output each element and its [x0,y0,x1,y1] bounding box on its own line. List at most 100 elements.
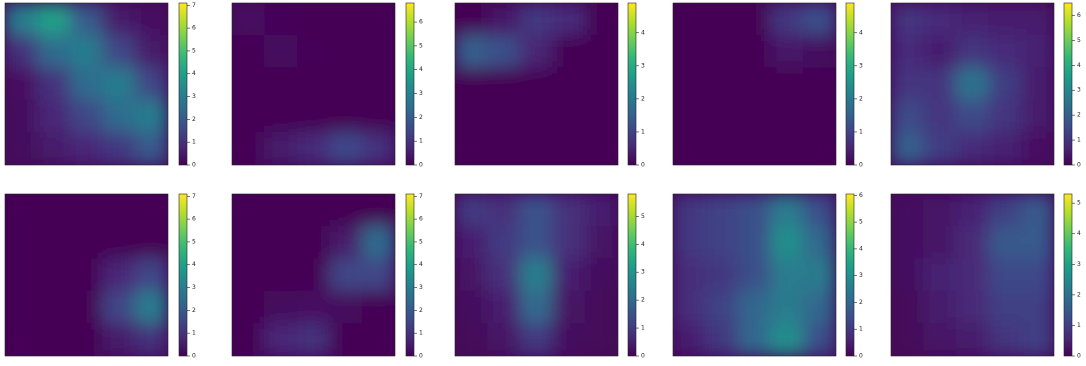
panel-frame [4,193,169,357]
heatmap-cell [737,99,772,134]
colorbar-tick-label: 6 [419,19,423,26]
panel-frame [454,193,619,357]
heatmap-cell [361,290,395,325]
heatmap-cell [552,225,586,260]
heatmap-cell [988,194,1022,227]
heatmap-cell [955,3,990,36]
heatmap-cell [69,34,104,69]
colorbar-tick-label: 3 [419,284,423,291]
heatmap-cell [584,258,618,292]
heatmap-cell [673,99,707,134]
heatmap-cell [487,258,521,292]
heatmap-cell [264,99,298,134]
panel-frame [454,2,619,166]
heatmap-cell [102,194,136,227]
heatmap-cell [102,3,136,36]
colorbar [178,2,188,166]
heatmap-cell [584,323,618,356]
heatmap-cell [673,323,707,356]
heatmap-cell [705,67,739,101]
heatmap-cell [329,290,363,325]
heatmap-cell [5,194,39,227]
heatmap-cells [455,3,618,165]
heatmap-cell [361,99,395,134]
heatmap-cell [584,67,618,101]
heatmap-cell [361,34,395,69]
colorbar-tick-label: 2 [641,297,645,304]
heatmap-cell [5,3,39,36]
heatmap-cell [955,225,990,260]
colorbar-tick-label: 6 [192,216,196,223]
heatmap-cell [552,323,586,356]
heatmap-cell [487,323,521,356]
heatmap-cell [955,67,990,101]
heatmap-cell [802,194,836,227]
heatmap-cell [37,323,71,356]
heatmap-cell [770,323,804,356]
colorbar-tick-label: 2 [1077,112,1081,119]
colorbar [845,193,855,357]
colorbar-tick-label: 0 [419,353,423,360]
heatmap-cell [705,132,739,165]
heatmap-cell [891,258,925,292]
panel-frame [4,2,169,166]
heatmap-cell [487,225,521,260]
heatmap-cell [37,34,71,69]
heatmap-cell [802,323,836,356]
heatmap-cell [1020,323,1054,356]
heatmap-cell [5,34,39,69]
colorbar-tick-label: 1 [419,330,423,337]
heatmap-cell [673,290,707,325]
heatmap-cell [673,34,707,69]
heatmap-cell [770,258,804,292]
heatmap-cell [296,132,331,165]
heatmap-cell [770,132,804,165]
panel-frame [231,2,396,166]
heatmap-cell [5,99,39,134]
panel-frame [890,193,1055,357]
heatmap-cell [705,194,739,227]
heatmap-cell [584,225,618,260]
colorbar-tick-label: 2 [859,299,863,306]
heatmap-cell [584,194,618,227]
heatmap-cell [923,225,957,260]
heatmap-cell [1020,132,1054,165]
heatmap-cell [37,194,71,227]
colorbar-tick-label: 0 [859,162,863,169]
heatmap-cell [487,290,521,325]
heatmap-cell [69,258,104,292]
colorbar [627,193,637,357]
colorbar [405,2,415,166]
heatmap-cell [552,258,586,292]
heatmap-cell [519,3,554,36]
colorbar-tick-label: 1 [859,326,863,333]
heatmap-cell [955,323,990,356]
heatmap-cell [329,99,363,134]
heatmap-cell [923,258,957,292]
heatmap-cell [770,34,804,69]
heatmap-cell [923,290,957,325]
heatmap-cell [737,34,772,69]
heatmap-cell [329,34,363,69]
colorbar-tick-label: 5 [859,219,863,226]
colorbar-tick-label: 0 [641,353,645,360]
colorbar-tick-label: 4 [192,261,196,268]
heatmap-cell [37,3,71,36]
heatmap-cell [923,323,957,356]
heatmap-cell [134,99,168,134]
heatmap-cell [923,132,957,165]
heatmap-cell [770,290,804,325]
heatmap-cell [102,323,136,356]
heatmap-cell [232,225,266,260]
colorbar-tick-label: 3 [1077,261,1081,268]
heatmap-panel [891,194,1054,356]
heatmap-panel [891,3,1054,165]
heatmap-cell [455,258,489,292]
heatmap-cell [737,194,772,227]
colorbar-tick-label: 1 [641,325,645,332]
heatmap-cell [487,132,521,165]
heatmap-cell [891,290,925,325]
heatmap-cell [955,132,990,165]
heatmap-cell [487,194,521,227]
heatmap-cell [134,34,168,69]
